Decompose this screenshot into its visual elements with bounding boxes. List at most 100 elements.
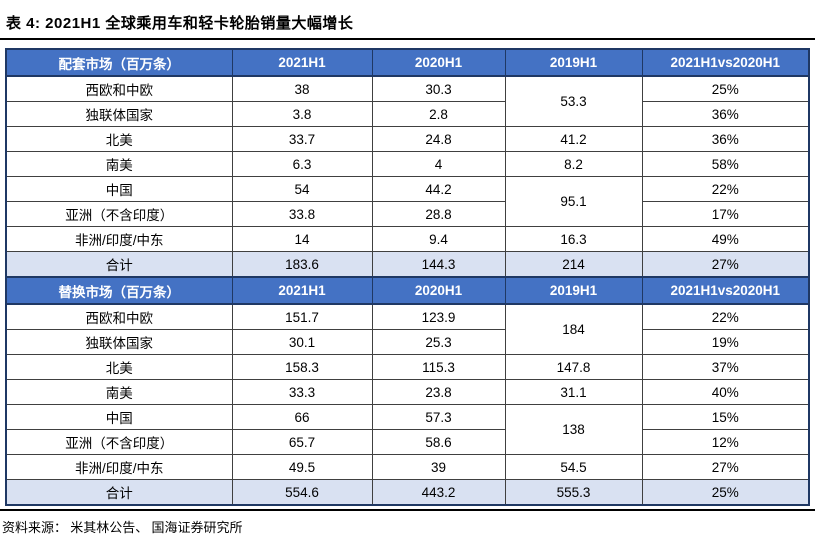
value-cell: 25.3 [371, 329, 506, 355]
value-cell: 9.4 [371, 226, 506, 252]
col-header-yoy: 2021H1vs2020H1 [641, 48, 810, 77]
value-cell: 54 [231, 176, 373, 202]
region-cell: 中国 [5, 404, 233, 430]
value-cell-merged: 184 [504, 303, 643, 355]
value-cell: 147.8 [504, 354, 643, 380]
table-row: 中国 66 57.3 138 15% [5, 404, 810, 455]
section-label-replacement: 替换市场（百万条） [5, 276, 233, 305]
tire-sales-table: 配套市场（百万条） 2021H1 2020H1 2019H1 2021H1vs2… [5, 48, 810, 506]
value-cell: 443.2 [371, 479, 506, 506]
value-cell: 28.8 [371, 201, 506, 227]
value-cell: 31.1 [504, 379, 643, 405]
table-row: 亚洲（不含印度） 65.7 58.6 12% [5, 429, 810, 455]
value-cell: 4 [371, 151, 506, 177]
region-cell: 南美 [5, 379, 233, 405]
value-cell: 183.6 [231, 251, 373, 278]
value-cell: 38 [231, 75, 373, 102]
value-cell: 214 [504, 251, 643, 278]
value-cell: 12% [641, 429, 810, 455]
value-cell: 49.5 [231, 454, 373, 480]
table-row: 西欧和中欧 38 30.3 53.3 25% [5, 75, 810, 127]
value-cell-merged: 138 [504, 404, 643, 455]
value-cell-merged: 53.3 [504, 75, 643, 127]
value-cell: 44.2 [371, 176, 506, 202]
col-header-yoy: 2021H1vs2020H1 [641, 276, 810, 305]
value-cell: 158.3 [231, 354, 373, 380]
value-cell: 22% [641, 176, 810, 202]
value-cell: 17% [641, 201, 810, 227]
value-cell: 25% [641, 479, 810, 506]
table-title: 表 4: 2021H1 全球乘用车和轻卡轮胎销量大幅增长 [6, 15, 354, 32]
region-cell: 独联体国家 [5, 101, 233, 127]
value-cell: 23.8 [371, 379, 506, 405]
value-cell-merged: 95.1 [504, 176, 643, 227]
value-cell: 58% [641, 151, 810, 177]
value-cell: 27% [641, 251, 810, 278]
value-cell: 555.3 [504, 479, 643, 506]
region-cell: 亚洲（不含印度） [5, 201, 233, 227]
table-row: 西欧和中欧 151.7 123.9 184 22% [5, 303, 810, 355]
value-cell: 57.3 [371, 404, 506, 430]
col-header-2021h1: 2021H1 [231, 276, 373, 305]
col-header-2020h1: 2020H1 [371, 276, 506, 305]
section-header-oe: 配套市场（百万条） 2021H1 2020H1 2019H1 2021H1vs2… [5, 48, 810, 77]
value-cell: 33.8 [231, 201, 373, 227]
value-cell: 16.3 [504, 226, 643, 252]
value-cell: 2.8 [371, 101, 506, 127]
value-cell: 65.7 [231, 429, 373, 455]
region-cell: 北美 [5, 354, 233, 380]
value-cell: 41.2 [504, 126, 643, 152]
table-row: 非洲/印度/中东 49.5 39 54.5 27% [5, 454, 810, 480]
table-row: 北美 158.3 115.3 147.8 37% [5, 354, 810, 380]
value-cell: 554.6 [231, 479, 373, 506]
region-cell: 中国 [5, 176, 233, 202]
title-underline [0, 38, 815, 40]
value-cell: 27% [641, 454, 810, 480]
value-cell: 123.9 [371, 303, 506, 330]
value-cell: 115.3 [371, 354, 506, 380]
col-header-2020h1: 2020H1 [371, 48, 506, 77]
region-cell: 亚洲（不含印度） [5, 429, 233, 455]
value-cell: 8.2 [504, 151, 643, 177]
region-cell: 合计 [5, 479, 233, 506]
table-row: 独联体国家 30.1 25.3 19% [5, 329, 810, 355]
value-cell: 49% [641, 226, 810, 252]
region-cell: 西欧和中欧 [5, 303, 233, 330]
table-row: 亚洲（不含印度） 33.8 28.8 17% [5, 201, 810, 227]
value-cell: 3.8 [231, 101, 373, 127]
region-cell: 北美 [5, 126, 233, 152]
value-cell: 33.3 [231, 379, 373, 405]
value-cell: 14 [231, 226, 373, 252]
value-cell: 19% [641, 329, 810, 355]
value-cell: 58.6 [371, 429, 506, 455]
region-cell: 非洲/印度/中东 [5, 226, 233, 252]
value-cell: 36% [641, 101, 810, 127]
value-cell: 22% [641, 303, 810, 330]
table-row: 独联体国家 3.8 2.8 36% [5, 101, 810, 127]
footer-divider [0, 509, 815, 511]
table-row: 中国 54 44.2 95.1 22% [5, 176, 810, 227]
value-cell: 36% [641, 126, 810, 152]
value-cell: 37% [641, 354, 810, 380]
value-cell: 39 [371, 454, 506, 480]
table-row: 南美 33.3 23.8 31.1 40% [5, 379, 810, 405]
total-row-replacement: 合计 554.6 443.2 555.3 25% [5, 479, 810, 506]
col-header-2019h1: 2019H1 [504, 276, 643, 305]
region-cell: 南美 [5, 151, 233, 177]
value-cell: 151.7 [231, 303, 373, 330]
section-header-replacement: 替换市场（百万条） 2021H1 2020H1 2019H1 2021H1vs2… [5, 276, 810, 305]
value-cell: 33.7 [231, 126, 373, 152]
value-cell: 66 [231, 404, 373, 430]
col-header-2021h1: 2021H1 [231, 48, 373, 77]
col-header-2019h1: 2019H1 [504, 48, 643, 77]
region-cell: 非洲/印度/中东 [5, 454, 233, 480]
value-cell: 6.3 [231, 151, 373, 177]
value-cell: 30.1 [231, 329, 373, 355]
table-row: 北美 33.7 24.8 41.2 36% [5, 126, 810, 152]
value-cell: 144.3 [371, 251, 506, 278]
value-cell: 54.5 [504, 454, 643, 480]
region-cell: 合计 [5, 251, 233, 278]
table-row: 南美 6.3 4 8.2 58% [5, 151, 810, 177]
value-cell: 25% [641, 75, 810, 102]
table-row: 非洲/印度/中东 14 9.4 16.3 49% [5, 226, 810, 252]
